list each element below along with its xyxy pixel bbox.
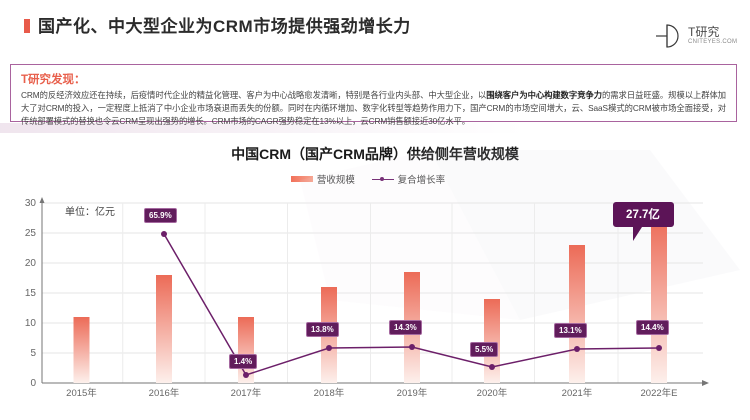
- svg-text:20: 20: [25, 258, 37, 269]
- svg-text:2020年: 2020年: [477, 387, 508, 399]
- svg-text:25: 25: [25, 228, 37, 239]
- svg-text:单位：亿元: 单位：亿元: [65, 205, 115, 218]
- svg-text:10: 10: [25, 318, 37, 329]
- svg-text:2017年: 2017年: [231, 387, 262, 399]
- svg-text:0: 0: [30, 378, 36, 389]
- svg-text:27.7亿: 27.7亿: [626, 207, 660, 221]
- svg-text:2018年: 2018年: [314, 387, 345, 399]
- svg-text:15: 15: [25, 288, 37, 299]
- svg-text:2021年: 2021年: [562, 387, 593, 399]
- svg-text:2022年E: 2022年E: [641, 387, 678, 399]
- svg-text:2016年: 2016年: [149, 387, 180, 399]
- svg-text:2019年: 2019年: [397, 387, 428, 399]
- svg-text:30: 30: [25, 198, 37, 209]
- svg-text:2015年: 2015年: [66, 387, 97, 399]
- svg-text:5: 5: [30, 348, 36, 359]
